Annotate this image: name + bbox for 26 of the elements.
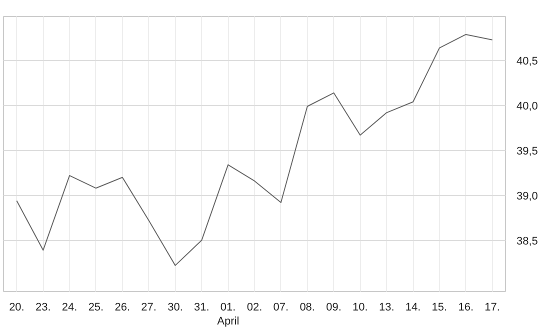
x-tick-label: 08. [300,302,315,314]
x-tick-label: 24. [62,302,78,314]
x-tick-label: 13. [378,302,394,314]
x-tick-label: 17. [484,302,500,314]
line-series [16,34,493,266]
x-tick-label: 09. [326,302,342,314]
x-tick-label: 30. [168,302,183,314]
y-tick-label: 39,5 [516,145,538,158]
x-tick-label: 16. [458,302,474,314]
x-tick-label: 27. [141,302,156,314]
x-tick-label: 26. [114,302,130,314]
x-tick-label: 15. [432,302,448,314]
x-tick-label: 07. [273,302,289,314]
x-tick-label: 10. [352,302,368,314]
x-tick-label: 31. [194,302,210,314]
y-tick-label: 40,0 [516,100,538,112]
x-tick-label: 02. [246,302,262,314]
x-tick-label: 23. [35,302,51,314]
text: April [217,316,240,327]
x-tick-label: 20. [9,302,24,314]
x-tick-label: 14. [405,302,421,314]
x-tick-label: 25. [88,302,104,314]
y-tick-label: 40,5 [516,56,538,68]
y-tick-label: 38,5 [516,235,538,248]
x-tick-label: 01. [220,302,236,314]
y-tick-label: 39,0 [516,190,538,202]
